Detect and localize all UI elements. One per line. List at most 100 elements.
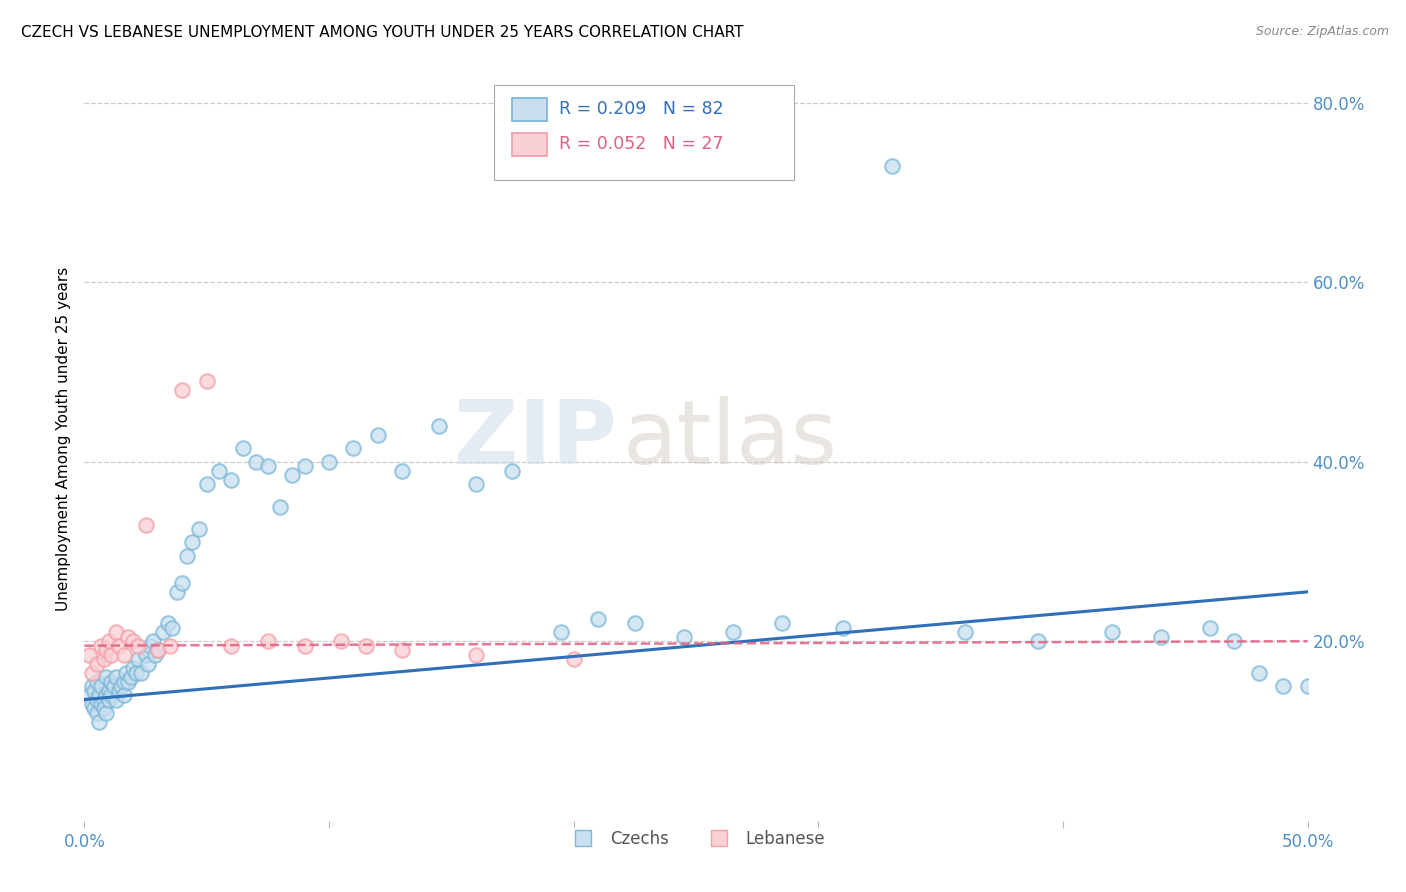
Point xyxy=(624,616,647,631)
Point xyxy=(127,639,149,653)
Point xyxy=(176,549,198,563)
Point xyxy=(672,630,695,644)
Point xyxy=(115,665,138,680)
Point xyxy=(100,648,122,662)
Point xyxy=(117,674,139,689)
Point xyxy=(294,459,316,474)
Point xyxy=(90,639,112,653)
Point xyxy=(87,714,110,729)
Y-axis label: Unemployment Among Youth under 25 years: Unemployment Among Youth under 25 years xyxy=(56,268,72,611)
Point xyxy=(172,575,194,590)
Point xyxy=(1028,634,1050,648)
Point xyxy=(105,625,128,640)
Point xyxy=(100,688,122,702)
Point xyxy=(93,652,115,666)
Point xyxy=(1101,625,1123,640)
Point xyxy=(129,665,152,680)
Point xyxy=(97,634,120,648)
Point xyxy=(110,679,132,693)
Point xyxy=(125,665,148,680)
Point xyxy=(87,688,110,702)
Point xyxy=(112,688,135,702)
Point xyxy=(831,621,853,635)
Text: atlas: atlas xyxy=(623,396,838,483)
Point xyxy=(550,625,572,640)
Point xyxy=(562,652,585,666)
Point xyxy=(162,621,184,635)
Point xyxy=(142,634,165,648)
Point xyxy=(107,683,129,698)
Point xyxy=(354,639,377,653)
Point xyxy=(152,625,174,640)
FancyBboxPatch shape xyxy=(513,133,547,155)
Point xyxy=(188,522,211,536)
Point xyxy=(208,464,231,478)
Point xyxy=(953,625,976,640)
Point xyxy=(135,517,157,532)
Point xyxy=(159,639,181,653)
Text: Source: ZipAtlas.com: Source: ZipAtlas.com xyxy=(1256,25,1389,38)
Point xyxy=(232,442,254,456)
Point xyxy=(219,473,242,487)
Point xyxy=(80,697,103,711)
Point xyxy=(93,692,115,706)
Point xyxy=(427,418,450,433)
Point xyxy=(105,670,128,684)
Point xyxy=(90,697,112,711)
Text: R = 0.052   N = 27: R = 0.052 N = 27 xyxy=(560,136,724,153)
Point xyxy=(1247,665,1270,680)
Point xyxy=(166,585,188,599)
Point xyxy=(195,374,218,388)
Point xyxy=(135,648,157,662)
Point xyxy=(342,442,364,456)
Point xyxy=(294,639,316,653)
Point xyxy=(367,427,389,442)
Point xyxy=(136,657,159,671)
Point xyxy=(219,639,242,653)
Point xyxy=(146,643,169,657)
Point xyxy=(96,643,118,657)
Point xyxy=(181,535,204,549)
Point xyxy=(245,455,267,469)
Point xyxy=(122,634,145,648)
Point xyxy=(172,383,194,397)
Point xyxy=(100,674,122,689)
Point xyxy=(86,692,108,706)
Point xyxy=(107,639,129,653)
FancyBboxPatch shape xyxy=(513,97,547,120)
Text: CZECH VS LEBANESE UNEMPLOYMENT AMONG YOUTH UNDER 25 YEARS CORRELATION CHART: CZECH VS LEBANESE UNEMPLOYMENT AMONG YOU… xyxy=(21,25,744,40)
Point xyxy=(83,701,105,715)
Point xyxy=(105,692,128,706)
Point xyxy=(1150,630,1173,644)
Point xyxy=(1198,621,1220,635)
Point xyxy=(120,670,142,684)
Point xyxy=(770,616,793,631)
Point xyxy=(502,464,524,478)
Point xyxy=(1223,634,1246,648)
Point xyxy=(156,616,179,631)
Point xyxy=(96,670,118,684)
Point xyxy=(122,661,145,675)
Point xyxy=(586,612,609,626)
Point xyxy=(330,634,353,648)
Point xyxy=(77,648,100,662)
Point xyxy=(93,701,115,715)
Point xyxy=(90,679,112,693)
Point xyxy=(880,159,903,173)
Point xyxy=(257,634,280,648)
Text: R = 0.209   N = 82: R = 0.209 N = 82 xyxy=(560,100,724,118)
Point xyxy=(391,643,413,657)
Point xyxy=(464,648,486,662)
Point xyxy=(318,455,340,469)
Point xyxy=(86,706,108,720)
Point xyxy=(269,500,291,514)
Legend: Czechs, Lebanese: Czechs, Lebanese xyxy=(560,823,832,855)
Point xyxy=(83,683,105,698)
Point xyxy=(112,674,135,689)
Point xyxy=(721,625,744,640)
Point xyxy=(464,477,486,491)
Point xyxy=(127,652,149,666)
Point xyxy=(77,688,100,702)
Point xyxy=(80,665,103,680)
Point xyxy=(112,648,135,662)
